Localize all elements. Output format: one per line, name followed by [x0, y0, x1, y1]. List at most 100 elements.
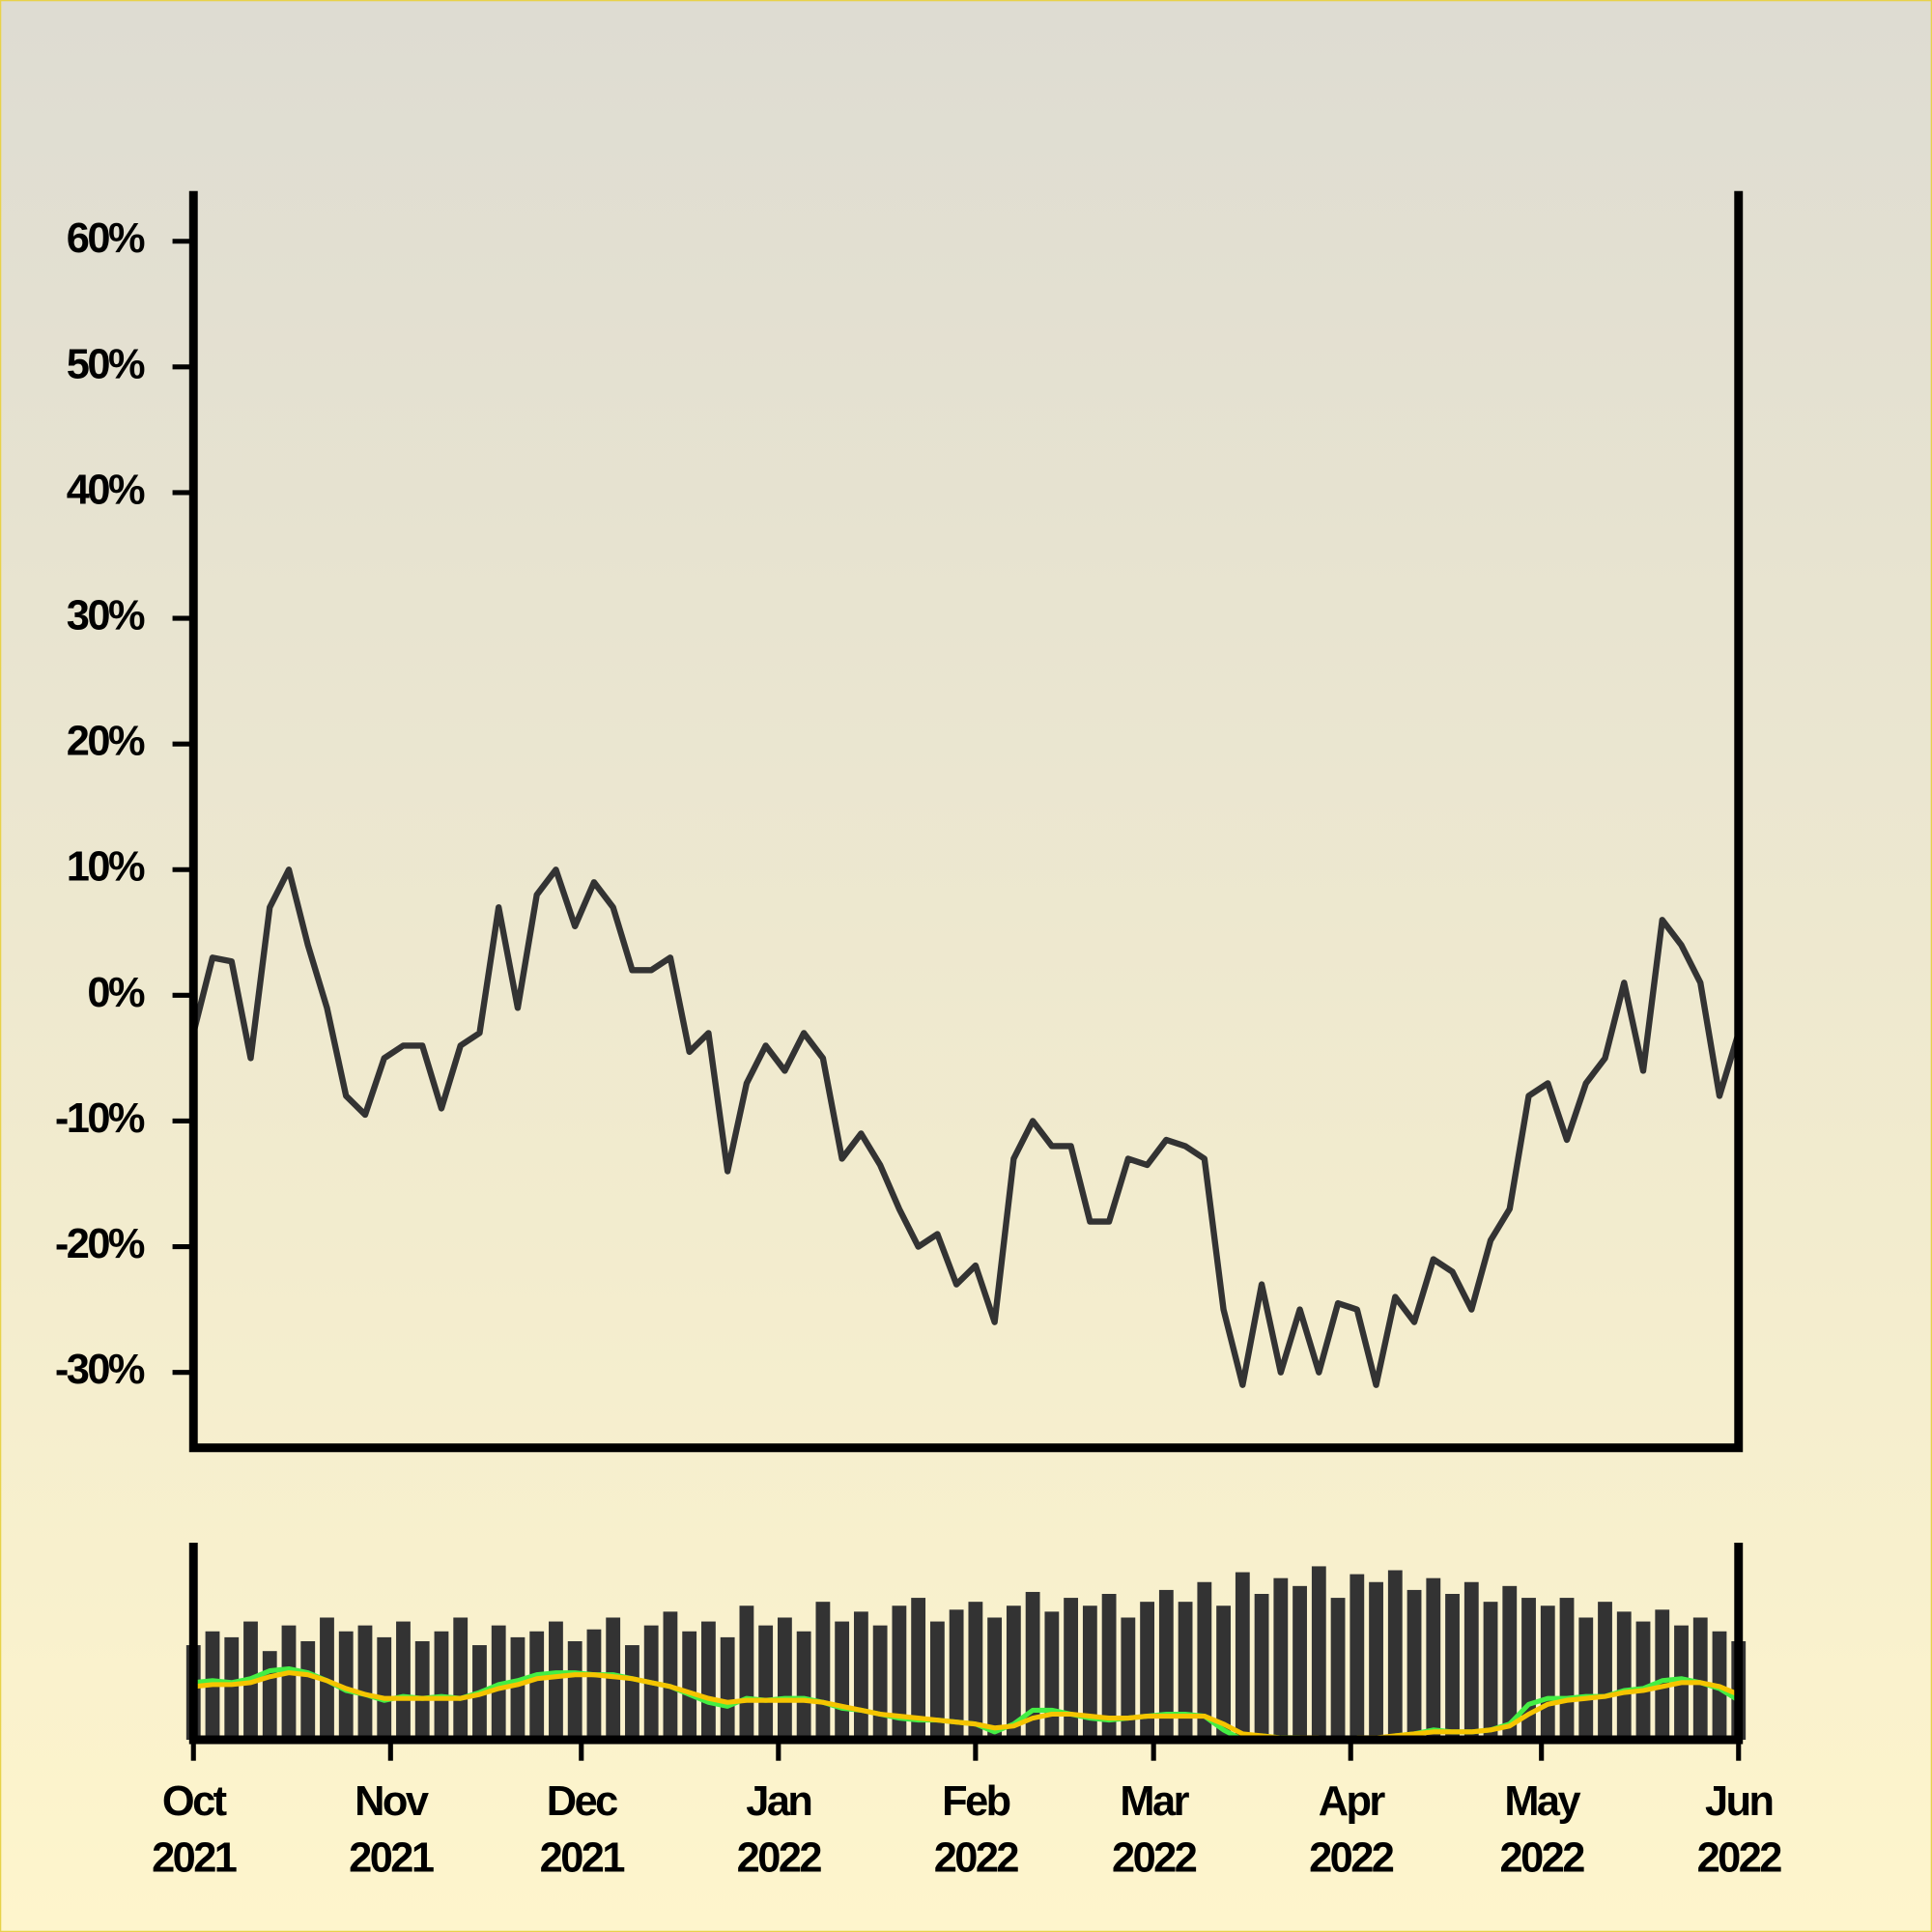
volume-bar — [224, 1636, 240, 1741]
volume-bar — [1121, 1617, 1136, 1741]
volume-bar — [853, 1611, 868, 1741]
volume-bar — [1559, 1598, 1575, 1741]
volume-bar — [929, 1621, 945, 1741]
volume-bar — [1293, 1585, 1307, 1741]
x-tick-year: 2021 — [349, 1834, 434, 1881]
volume-bar — [739, 1605, 754, 1741]
volume-bar — [1406, 1589, 1422, 1741]
top-frame — [188, 190, 1744, 1453]
x-tick-month: Apr — [1319, 1778, 1386, 1825]
volume-bar — [796, 1631, 811, 1741]
volume-bar — [1235, 1572, 1250, 1741]
x-tick-month: Mar — [1120, 1778, 1189, 1825]
volume-bar — [396, 1621, 411, 1741]
volume-bar — [510, 1636, 526, 1741]
volume-bar — [835, 1621, 850, 1741]
volume-bar — [1330, 1598, 1346, 1741]
y-tick-label: 10% — [67, 844, 145, 891]
volume-bar — [1216, 1605, 1231, 1741]
x-tick-month: Jun — [1705, 1778, 1772, 1825]
volume-bar — [300, 1640, 316, 1741]
x-tick-year: 2022 — [934, 1834, 1019, 1881]
y-tick-label: 50% — [67, 341, 145, 387]
volume-bar — [815, 1602, 831, 1741]
volume-bar — [357, 1625, 373, 1741]
x-tick-year: 2021 — [152, 1834, 237, 1881]
volume-bar — [625, 1645, 639, 1741]
volume-bar — [1311, 1566, 1326, 1741]
volume-bar — [567, 1640, 582, 1741]
volume-bar — [434, 1631, 449, 1741]
volume-bar — [1350, 1574, 1365, 1741]
volume-bar — [1006, 1605, 1021, 1741]
y-tick-label: -20% — [55, 1221, 145, 1267]
volume-bar — [1197, 1581, 1212, 1741]
price-line — [190, 867, 1742, 1388]
volume-bar — [1426, 1577, 1441, 1741]
volume-bar — [1578, 1617, 1594, 1741]
y-tick-label: 0% — [87, 970, 145, 1016]
volume-bar — [281, 1625, 297, 1741]
volume-bar — [701, 1621, 716, 1741]
volume-bar — [1064, 1598, 1079, 1741]
volume-bar — [377, 1636, 392, 1741]
x-tick-month: Oct — [162, 1778, 227, 1825]
volume-bar — [414, 1640, 430, 1741]
volume-bar — [1140, 1602, 1154, 1741]
x-tick-year: 2022 — [737, 1834, 822, 1881]
volume-bar — [1082, 1605, 1097, 1741]
volume-bar — [1273, 1577, 1289, 1741]
x-tick-year: 2022 — [1309, 1834, 1394, 1881]
x-tick-month: Feb — [942, 1778, 1009, 1825]
volume-bar — [1025, 1591, 1040, 1741]
volume-bar — [968, 1602, 983, 1741]
volume-bar — [1692, 1617, 1708, 1741]
volume-bar — [720, 1636, 735, 1741]
volume-bar — [911, 1598, 926, 1741]
volume-bar — [338, 1631, 354, 1741]
volume-bar — [949, 1609, 964, 1741]
volume-bar — [1540, 1605, 1555, 1741]
y-tick-label: 60% — [67, 215, 145, 262]
y-tick-label: 20% — [67, 719, 145, 765]
volume-bar — [892, 1605, 907, 1741]
bottom-frame — [188, 1542, 1744, 1745]
volume-bar — [663, 1611, 678, 1741]
y-tick-label: 30% — [67, 593, 145, 639]
volume-bar — [1598, 1602, 1612, 1741]
volume-bar — [549, 1621, 563, 1741]
y-tick-label: -30% — [55, 1347, 145, 1393]
x-tick-month: Nov — [355, 1778, 429, 1825]
x-tick-year: 2022 — [1500, 1834, 1585, 1881]
volume-bar — [778, 1617, 792, 1741]
volume-bar — [1178, 1602, 1193, 1741]
volume-bar — [1445, 1594, 1460, 1741]
volume-bar — [1502, 1585, 1518, 1741]
volume-bar — [758, 1625, 774, 1741]
volume-bar — [987, 1617, 1003, 1741]
volume-bar — [872, 1625, 888, 1741]
y-tick-label: -10% — [55, 1095, 145, 1142]
volume-bar — [529, 1631, 545, 1741]
x-tick-year: 2022 — [1112, 1834, 1197, 1881]
volume-bar — [1463, 1581, 1479, 1741]
x-tick-month: May — [1504, 1778, 1580, 1825]
y-tick-label: 40% — [67, 467, 145, 513]
volume-bar — [1635, 1621, 1651, 1741]
volume-bar — [682, 1631, 697, 1741]
volume-bar — [1158, 1589, 1174, 1741]
x-tick-month: Jan — [746, 1778, 810, 1825]
x-tick-month: Dec — [547, 1778, 617, 1825]
volume-bar — [262, 1651, 277, 1741]
volume-bar — [1044, 1611, 1060, 1741]
volume-bar — [1101, 1594, 1117, 1741]
x-tick-year: 2021 — [540, 1834, 625, 1881]
volume-bar — [1655, 1609, 1670, 1741]
x-tick-year: 2022 — [1697, 1834, 1782, 1881]
volume-bar — [1254, 1594, 1269, 1741]
moving-average — [192, 1670, 1740, 1743]
volume-bar — [1616, 1611, 1632, 1741]
volume-bar — [586, 1629, 602, 1741]
